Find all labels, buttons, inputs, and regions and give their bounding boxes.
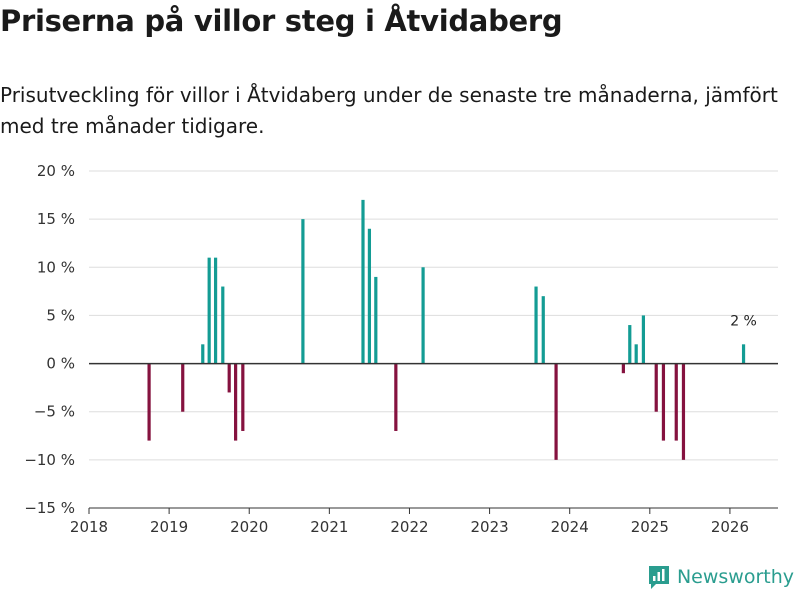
bar bbox=[367, 228, 372, 364]
bar bbox=[234, 363, 238, 441]
bar bbox=[534, 286, 538, 364]
bar bbox=[301, 219, 305, 364]
x-tick-label: 2019 bbox=[150, 518, 188, 536]
bar bbox=[374, 276, 378, 364]
chart-title: Priserna på villor steg i Åtvidaberg bbox=[0, 4, 563, 38]
data-label: 2 % bbox=[730, 313, 757, 329]
y-tick-label: 20 % bbox=[37, 162, 75, 180]
brand-name: Newsworthy bbox=[676, 566, 794, 588]
bar bbox=[394, 363, 398, 431]
bar bbox=[628, 325, 632, 364]
bar bbox=[213, 257, 218, 364]
x-tick-label: 2024 bbox=[551, 518, 589, 536]
bars bbox=[147, 199, 746, 460]
bar bbox=[554, 363, 558, 460]
bar bbox=[421, 267, 425, 364]
x-tick-label: 2018 bbox=[70, 518, 108, 536]
x-axis: 2018 2019 2020 2021 2022 2023 2024 2025 2026 bbox=[70, 507, 778, 536]
bar bbox=[147, 363, 151, 441]
bar bbox=[207, 257, 211, 364]
bar bbox=[621, 363, 625, 374]
y-tick-label: 5 % bbox=[46, 306, 75, 324]
bar bbox=[634, 344, 638, 364]
bar bbox=[201, 344, 205, 364]
y-tick-label: −10 % bbox=[24, 451, 75, 469]
bar bbox=[181, 363, 185, 412]
bar bbox=[741, 344, 746, 364]
bar bbox=[221, 286, 225, 364]
bar bbox=[674, 363, 678, 441]
y-tick-label: 0 % bbox=[46, 355, 75, 373]
y-tick-label: 10 % bbox=[37, 258, 75, 276]
chart-subtitle: Prisutveckling för villor i Åtvidaberg u… bbox=[0, 83, 778, 138]
bar bbox=[541, 296, 545, 364]
x-tick-label: 2023 bbox=[470, 518, 508, 536]
y-tick-label: −5 % bbox=[34, 403, 75, 421]
x-tick-label: 2025 bbox=[631, 518, 669, 536]
y-axis-tick-labels: −15 % −10 % −5 % 0 % 5 % 10 % 15 % 20 % bbox=[24, 162, 75, 517]
x-tick-label: 2022 bbox=[390, 518, 428, 536]
bar bbox=[241, 363, 245, 431]
bar bbox=[661, 363, 666, 441]
grid-lines bbox=[89, 170, 778, 509]
brand-logo: Newsworthy bbox=[647, 564, 794, 590]
bar bbox=[681, 363, 686, 460]
annotations: 2 % bbox=[730, 313, 757, 329]
newsworthy-logo-icon bbox=[648, 566, 669, 589]
bar bbox=[654, 363, 658, 412]
y-tick-label: 15 % bbox=[37, 210, 75, 228]
bar bbox=[361, 199, 365, 364]
bar bbox=[227, 363, 231, 393]
bar bbox=[641, 315, 646, 364]
x-tick-label: 2021 bbox=[310, 518, 348, 536]
y-tick-label: −15 % bbox=[24, 499, 75, 517]
x-tick-label: 2026 bbox=[711, 518, 749, 536]
x-tick-label: 2020 bbox=[230, 518, 268, 536]
